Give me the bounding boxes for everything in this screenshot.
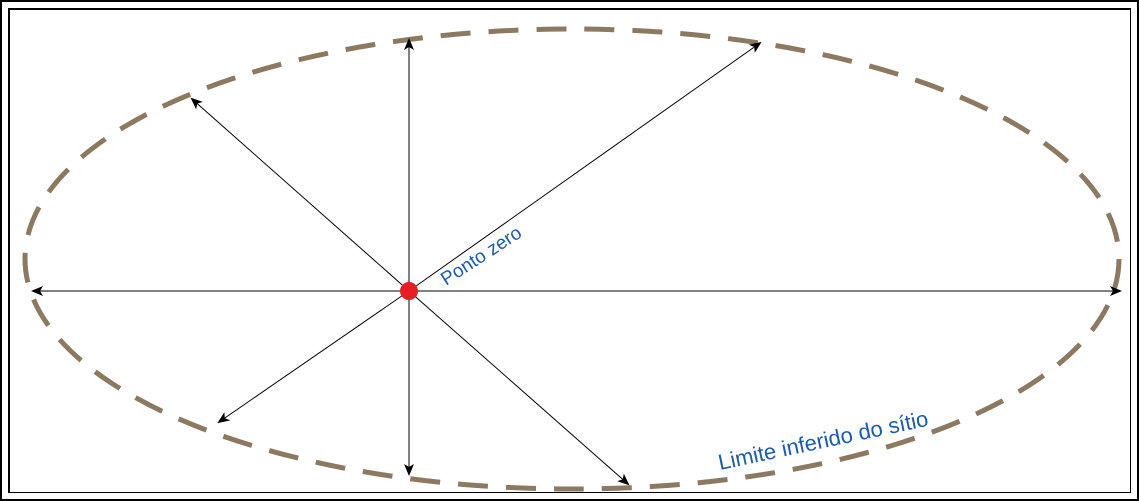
radial-arrows: [31, 38, 1122, 486]
arrow-up-right: [408, 41, 762, 292]
arrow-down-right: [408, 290, 630, 486]
origin-point: [400, 282, 418, 300]
arrow-down-left: [217, 290, 410, 424]
origin-label: Ponto zero: [437, 223, 526, 291]
inferred-site-boundary: [22, 26, 1122, 492]
figure-inner-border: [8, 8, 1131, 493]
boundary-label: Limite inferido do sítio: [716, 406, 931, 475]
arrow-up-left: [190, 97, 410, 292]
